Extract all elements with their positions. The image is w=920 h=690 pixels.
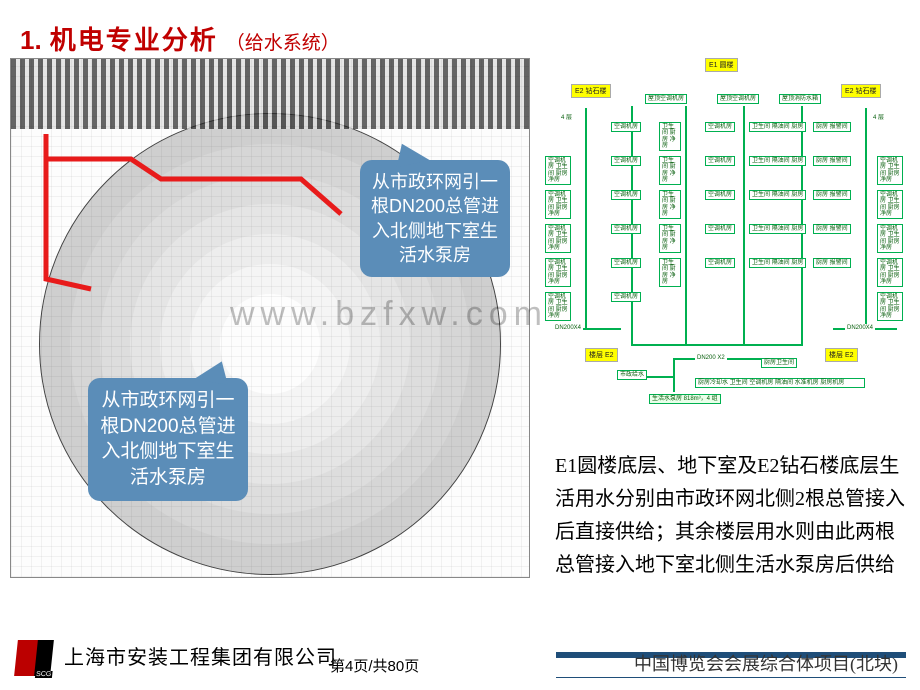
riser-cell: 卫生间 厨房 净房	[659, 156, 681, 185]
small-kitchen-box: 厨房卫生间	[761, 358, 797, 368]
riser-cell: 空调机房	[611, 190, 641, 200]
riser-cell: 空调机房	[705, 258, 735, 268]
roof-box: 屋顶消防水箱	[779, 94, 821, 104]
riser-cell: 卫生间 隔油间 厨房	[749, 224, 806, 234]
level-e2-right: 楼层 E2	[825, 348, 858, 362]
equipment-list-box: 厨房冷却水 卫生间 空调机房 隔油间 水准机房 厨房机房	[695, 378, 865, 388]
riser-cell: 空调机房 卫生间 厨房 净房	[877, 258, 903, 287]
riser-cell: 厨房 报警间	[813, 190, 851, 200]
footer-underline	[556, 677, 906, 678]
description-paragraph: E1圆楼底层、地下室及E2钻石楼底层生活用水分别由市政环网北侧2根总管接入后直接…	[555, 450, 907, 582]
pipe-size-left: DN200X4	[553, 324, 583, 332]
riser-cell: 厨房 报警间	[813, 224, 851, 234]
riser-cell: 空调机房 卫生间 厨房 净房	[545, 156, 571, 185]
riser-line	[585, 108, 587, 328]
callout-north-pipe-1: 从市政环网引一根DN200总管进入北侧地下室生活水泵房	[360, 160, 510, 277]
callout-tail	[194, 357, 231, 385]
riser-cell: 空调机房	[611, 292, 641, 302]
level-e2-left: 楼层 E2	[585, 348, 618, 362]
inlet-box: 市政给水	[617, 370, 647, 380]
riser-line	[685, 106, 687, 344]
floors-label-left: 4 层	[559, 114, 574, 122]
slide-title: 1. 机电专业分析 （给水系统）	[20, 20, 340, 57]
slide-footer: 上海市安装工程集团有限公司 第4页/共80页 中国博览会会展综合体项目(北块)	[0, 620, 920, 690]
riser-header-right: E2 钻石楼	[841, 84, 881, 98]
riser-cell: 空调机房	[611, 122, 641, 132]
riser-cell: 卫生间 隔油间 厨房	[749, 258, 806, 268]
riser-cell: 空调机房 卫生间 厨房 净房	[545, 258, 571, 287]
riser-cell: 空调机房	[705, 224, 735, 234]
project-name: 中国博览会会展综合体项目(北块)	[634, 650, 898, 676]
riser-header-left: E2 钻石楼	[571, 84, 611, 98]
company-name: 上海市安装工程集团有限公司	[64, 641, 337, 670]
riser-cell: 厨房 报警间	[813, 156, 851, 166]
riser-cell: 空调机房 卫生间 厨房 净房	[545, 224, 571, 253]
supply-pipe-overlay	[11, 59, 530, 578]
company-logo-icon	[14, 640, 54, 676]
riser-cell: 卫生间 厨房 净房	[659, 224, 681, 253]
page-number: 第4页/共80页	[330, 655, 419, 676]
riser-line	[743, 106, 745, 344]
pump-room-box: 生活水泵房 818m³，4 组	[649, 394, 721, 404]
riser-cell: 卫生间 厨房 净房	[659, 258, 681, 287]
riser-line	[865, 108, 867, 328]
riser-cell: 空调机房	[705, 156, 735, 166]
callout-text: 从市政环网引一根DN200总管进入北侧地下室生活水泵房	[100, 390, 235, 488]
pipe-size-right: DN200X4	[845, 324, 875, 332]
riser-cell: 空调机房 卫生间 厨房 净房	[545, 190, 571, 219]
floors-label-right: 4 层	[871, 114, 886, 122]
roof-box: 屋顶空调机房	[645, 94, 687, 104]
riser-cell: 厨房 报警间	[813, 122, 851, 132]
riser-cell: 厨房 报警间	[813, 258, 851, 268]
riser-cell: 空调机房	[705, 122, 735, 132]
title-main: 机电专业分析	[50, 20, 218, 57]
site-plan-drawing	[10, 58, 530, 578]
riser-cell: 卫生间 隔油间 厨房	[749, 156, 806, 166]
riser-cell: 空调机房	[611, 258, 641, 268]
riser-cell: 空调机房 卫生间 厨房 净房	[877, 224, 903, 253]
riser-cell: 空调机房 卫生间 厨房 净房	[545, 292, 571, 321]
callout-north-pipe-2: 从市政环网引一根DN200总管进入北侧地下室生活水泵房	[88, 378, 248, 501]
riser-cell: 空调机房 卫生间 厨房 净房	[877, 156, 903, 185]
title-number: 1.	[20, 25, 42, 56]
title-subtitle: （给水系统）	[226, 28, 340, 55]
riser-cell: 卫生间 隔油间 厨房	[749, 190, 806, 200]
riser-cell: 卫生间 厨房 净房	[659, 122, 681, 151]
riser-cell: 空调机房 卫生间 厨房 净房	[877, 190, 903, 219]
riser-cell: 空调机房	[611, 224, 641, 234]
riser-line	[673, 358, 675, 392]
callout-text: 从市政环网引一根DN200总管进入北侧地下室生活水泵房	[371, 172, 499, 265]
riser-cell: 空调机房	[705, 190, 735, 200]
riser-hline	[631, 344, 803, 346]
riser-cell: 空调机房 卫生间 厨房 净房	[877, 292, 903, 321]
roof-box: 屋顶空调机房	[717, 94, 759, 104]
riser-cell: 卫生间 隔油间 厨房	[749, 122, 806, 132]
riser-cell: 空调机房	[611, 156, 641, 166]
riser-header-center: E1 圆楼	[705, 58, 738, 72]
riser-hline	[645, 376, 675, 378]
pipe-size-mid: DN200 X2	[695, 354, 727, 362]
riser-cell: 卫生间 厨房 净房	[659, 190, 681, 219]
water-riser-diagram: E1 圆楼 E2 钻石楼 E2 钻石楼 4 层 4 层 屋顶空调机房 屋顶空调机…	[545, 58, 910, 418]
